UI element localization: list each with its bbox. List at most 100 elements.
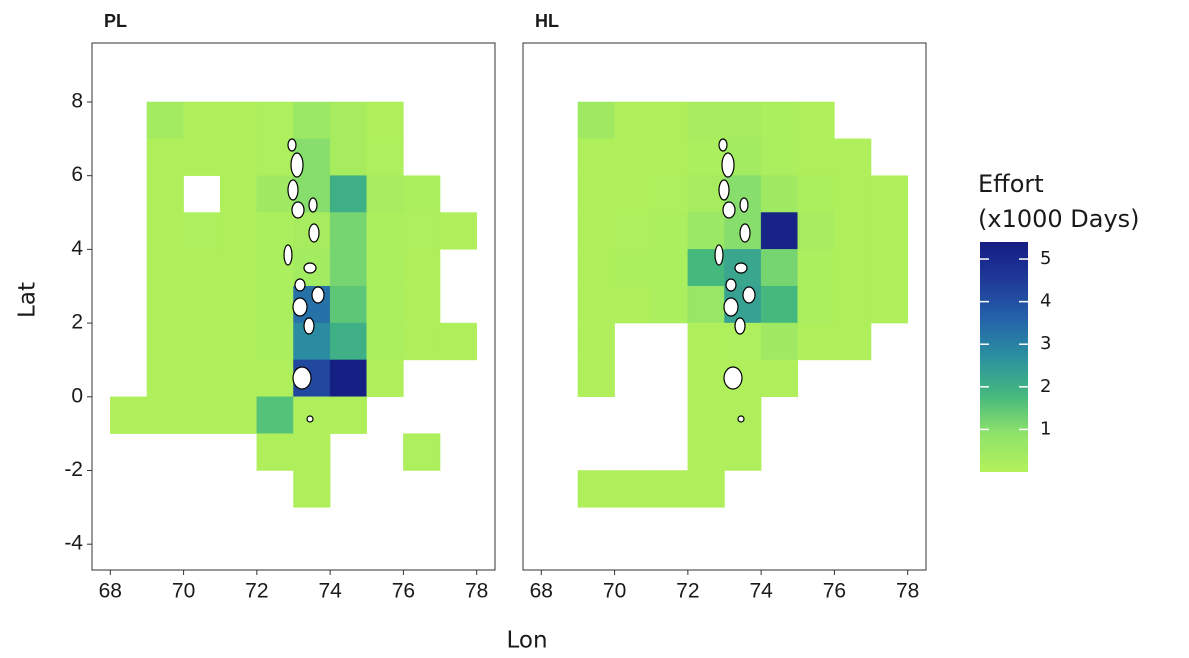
cell (146, 212, 184, 250)
cell (650, 175, 689, 213)
cell (760, 249, 799, 287)
cell (256, 101, 294, 140)
y-tick-label: -2 (64, 458, 83, 481)
cell (366, 249, 404, 287)
cell (219, 101, 258, 140)
cell (403, 249, 441, 287)
cell (403, 212, 441, 250)
y-tick-label: 6 (71, 163, 83, 186)
x-tick-label: 70 (172, 580, 195, 603)
cell (329, 138, 368, 176)
cell (293, 470, 331, 508)
x-tick-label: 74 (749, 580, 773, 603)
cell (403, 175, 441, 213)
cell (366, 285, 404, 324)
cell (650, 470, 689, 508)
cell (870, 249, 908, 287)
x-tick-label: 78 (896, 580, 919, 603)
cell (329, 101, 368, 140)
cell (650, 212, 689, 250)
panel-border (91, 42, 496, 571)
legend-title: (x1000 Days) (978, 205, 1140, 233)
cell (577, 285, 615, 324)
cell (329, 396, 368, 434)
cell (760, 138, 799, 176)
cell (219, 249, 258, 287)
cell (724, 396, 762, 434)
cell (256, 285, 294, 324)
cell (219, 322, 258, 361)
cell (146, 396, 184, 434)
cell (797, 138, 835, 176)
cell (760, 101, 799, 140)
cell (797, 322, 835, 361)
cell (183, 359, 221, 398)
x-tick-label: 76 (823, 580, 846, 603)
cell (577, 212, 615, 250)
cell (687, 285, 725, 324)
cell (614, 285, 652, 324)
cell (329, 212, 368, 250)
cell (724, 433, 762, 471)
facet-title: HL (535, 11, 559, 31)
x-tick-label: 72 (676, 580, 699, 603)
colorbar (980, 242, 1028, 472)
cell (183, 322, 221, 361)
cell (614, 249, 652, 287)
cell (760, 175, 799, 213)
cell (403, 285, 441, 324)
cell (797, 101, 835, 140)
cell (366, 175, 404, 213)
colorbar-tick-label: 2 (1040, 376, 1051, 397)
cell (403, 322, 441, 361)
cell (687, 212, 725, 250)
cell (577, 359, 615, 398)
cell (219, 396, 258, 434)
cell (329, 285, 368, 324)
cell (366, 322, 404, 361)
cell (797, 249, 835, 287)
cell (687, 101, 725, 140)
cell (256, 175, 294, 213)
colorbar-tick-label: 3 (1040, 333, 1051, 354)
cell (366, 138, 404, 176)
cell (834, 322, 872, 361)
cell (760, 359, 799, 398)
cell (366, 101, 404, 140)
panel-border (522, 42, 927, 571)
cell (146, 101, 184, 140)
cell (329, 249, 368, 287)
cell (219, 212, 258, 250)
cell (577, 175, 615, 213)
cell (687, 359, 725, 398)
y-tick-label: -4 (64, 532, 83, 555)
cell (870, 175, 908, 213)
cell (219, 359, 258, 398)
cell (256, 212, 294, 250)
x-tick-label: 74 (318, 580, 342, 603)
cell (219, 138, 258, 176)
cell (366, 359, 404, 398)
x-tick-label: 76 (392, 580, 415, 603)
cell (329, 175, 368, 213)
colorbar-tick-label: 4 (1040, 291, 1051, 312)
cell (183, 285, 221, 324)
cell (256, 433, 294, 471)
y-tick-label: 8 (71, 90, 83, 113)
cell (439, 322, 477, 361)
x-tick-label: 78 (465, 580, 488, 603)
x-tick-label: 72 (245, 580, 268, 603)
cell (439, 212, 477, 250)
cell (687, 322, 725, 361)
cell (797, 285, 835, 324)
cell (183, 212, 221, 250)
cell (256, 396, 294, 434)
y-tick-label: 2 (71, 311, 83, 334)
cell (650, 249, 689, 287)
cell (760, 322, 799, 361)
cell (146, 285, 184, 324)
cell (614, 101, 652, 140)
cell (577, 101, 615, 140)
cell (834, 175, 872, 213)
